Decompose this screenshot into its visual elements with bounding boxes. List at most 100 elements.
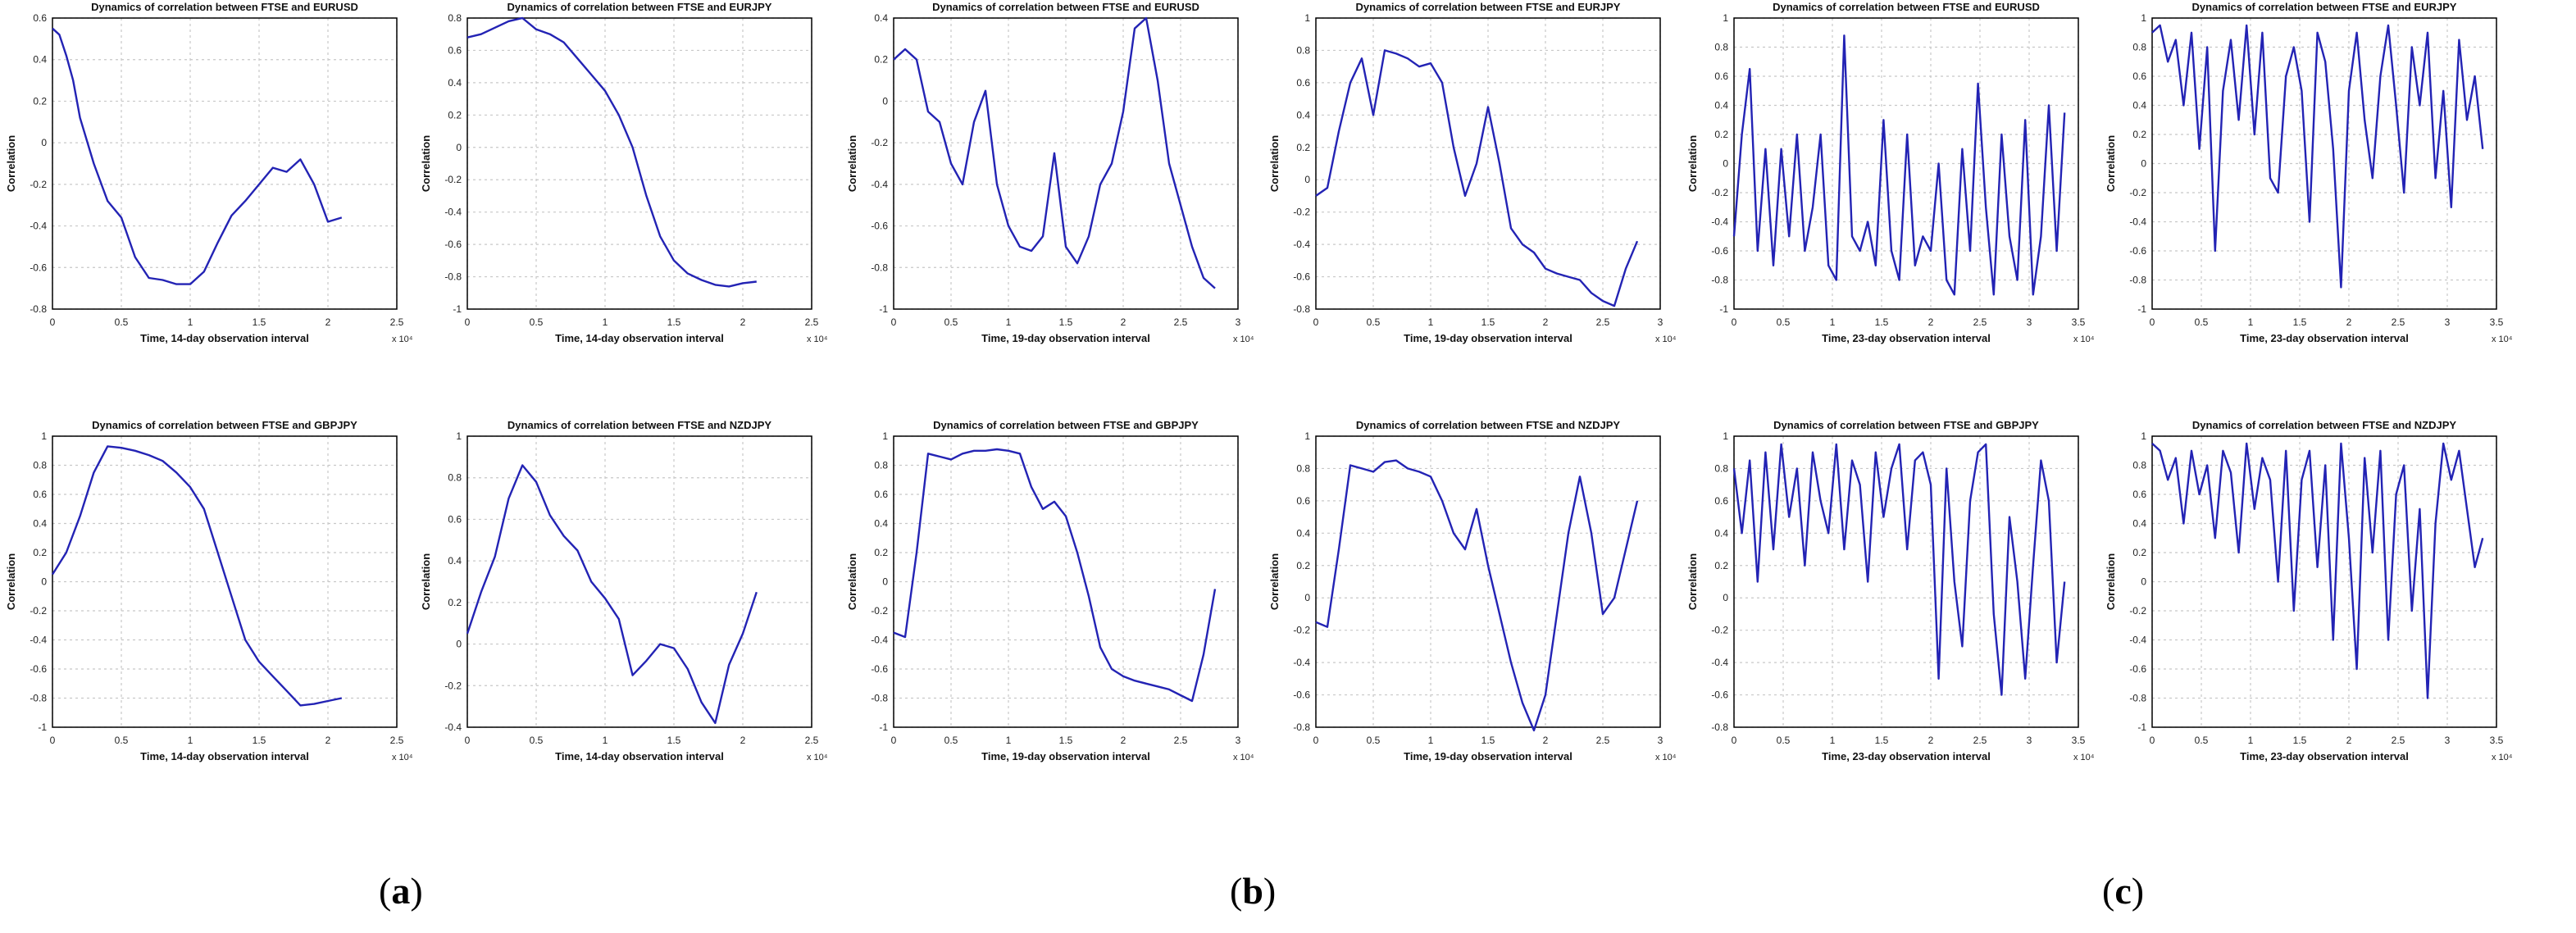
y-tick-label: -0.8 bbox=[30, 303, 47, 315]
x-tick-label: 2 bbox=[1928, 316, 1934, 328]
y-tick-label: 0.6 bbox=[1296, 495, 1310, 507]
y-tick-label: 0.2 bbox=[33, 95, 47, 107]
x-axis-label: Time, 19-day observation interval bbox=[981, 750, 1150, 762]
x-tick-label: 0 bbox=[1732, 316, 1737, 328]
chart-b-bottom-right: 0 0.5 1 1.5 2 2.5 3 -0.8 -0.6 -0.4 -0.2 0 0.2 0.4 0.6 0… bbox=[1268, 419, 1677, 762]
x-tick-label: 1.5 bbox=[1059, 316, 1073, 328]
x-tick-label: 2.5 bbox=[1973, 316, 1987, 328]
x-axis-multiplier: x 10⁴ bbox=[2073, 753, 2095, 762]
y-tick-label: 0.4 bbox=[1296, 109, 1310, 121]
x-axis-label: Time, 19-day observation interval bbox=[1404, 332, 1572, 344]
y-tick-label: 0 bbox=[41, 137, 47, 148]
x-axis-multiplier: x 10⁴ bbox=[392, 335, 413, 344]
x-tick-label: 3.5 bbox=[2072, 735, 2086, 746]
y-tick-label: 0.6 bbox=[2132, 489, 2146, 500]
x-tick-label: 2 bbox=[1121, 735, 1126, 746]
x-tick-label: 0 bbox=[50, 735, 56, 746]
x-tick-label: 0 bbox=[1732, 735, 1737, 746]
x-axis-label: Time, 23-day observation interval bbox=[1822, 332, 1991, 344]
y-tick-label: -0.2 bbox=[2129, 187, 2146, 198]
x-tick-label: 1 bbox=[188, 735, 193, 746]
y-tick-label: -0.6 bbox=[1711, 690, 1728, 701]
panel-label-c: (c) bbox=[2102, 870, 2145, 912]
y-tick-label: -0.4 bbox=[1711, 657, 1728, 668]
y-tick-label: -0.4 bbox=[444, 207, 462, 218]
plot-frame bbox=[893, 435, 1239, 728]
y-tick-label: -0.4 bbox=[871, 179, 888, 190]
y-tick-label: -0.2 bbox=[444, 680, 462, 691]
y-tick-label: 0.8 bbox=[2132, 42, 2146, 53]
plot-frame bbox=[1733, 435, 2079, 728]
correlation-series-line bbox=[51, 445, 343, 707]
chart-c-bottom-right: 0 0.5 1 1.5 2 2.5 3 3.5 -1 -0.8 -0.6 -0.4 -0.2 0 0.2 0.… bbox=[2105, 419, 2513, 762]
x-axis-label: Time, 14-day observation interval bbox=[140, 332, 309, 344]
y-axis-label: Correlation bbox=[846, 135, 858, 192]
x-tick-label: 2.5 bbox=[805, 316, 819, 328]
x-axis-label: Time, 19-day observation interval bbox=[1404, 750, 1572, 762]
x-tick-label: 0.5 bbox=[944, 316, 958, 328]
chart-b-top-left: 0 0.5 1 1.5 2 2.5 3 -1 -0.8 -0.6 -0.4 -0.2 0 0.2 0.4 Dy… bbox=[846, 1, 1254, 344]
correlation-series-line bbox=[2151, 442, 2484, 699]
plot-frame bbox=[467, 435, 812, 728]
x-tick-label: 3 bbox=[1658, 316, 1663, 328]
y-tick-label: -0.6 bbox=[871, 221, 888, 232]
x-axis-label: Time, 14-day observation interval bbox=[555, 332, 724, 344]
x-tick-label: 1.5 bbox=[667, 735, 681, 746]
correlation-series-line bbox=[466, 464, 758, 725]
y-tick-label: 0.6 bbox=[33, 12, 47, 24]
x-tick-label: 2 bbox=[1928, 735, 1934, 746]
correlation-series-line bbox=[1732, 443, 2066, 696]
x-tick-label: 2.5 bbox=[1174, 316, 1188, 328]
y-tick-label: -0.6 bbox=[30, 663, 47, 675]
plot-frame bbox=[1733, 17, 2079, 310]
x-axis-multiplier: x 10⁴ bbox=[2073, 335, 2095, 344]
x-tick-label: 3 bbox=[1236, 316, 1241, 328]
y-tick-label: 1 bbox=[1723, 12, 1728, 24]
x-tick-label: 0.5 bbox=[115, 316, 129, 328]
chart-title: Dynamics of correlation between FTSE and… bbox=[1356, 419, 1621, 431]
x-axis-multiplier: x 10⁴ bbox=[1233, 753, 1254, 762]
x-axis-multiplier: x 10⁴ bbox=[807, 753, 828, 762]
chart-b-bottom-left: 0 0.5 1 1.5 2 2.5 3 -1 -0.8 -0.6 -0.4 -0.2 0 0.2 0.4 0.… bbox=[846, 419, 1254, 762]
correlation-series-line bbox=[893, 16, 1216, 289]
y-tick-label: 0.2 bbox=[874, 54, 888, 66]
correlation-series-line bbox=[893, 448, 1217, 703]
panel-label-b: (b) bbox=[1230, 870, 1277, 912]
y-tick-label: 0.2 bbox=[448, 109, 462, 121]
y-axis-label: Correlation bbox=[1268, 553, 1281, 610]
y-tick-label: -0.4 bbox=[1293, 657, 1310, 668]
x-tick-label: 1 bbox=[1006, 316, 1012, 328]
y-tick-label: 0.6 bbox=[33, 489, 47, 500]
y-tick-label: 0.6 bbox=[874, 489, 888, 500]
x-axis-label: Time, 14-day observation interval bbox=[555, 750, 724, 762]
y-tick-label: 0.2 bbox=[33, 547, 47, 558]
y-tick-label: 0.2 bbox=[1714, 129, 1728, 140]
x-tick-label: 1 bbox=[603, 316, 608, 328]
plot-frame bbox=[52, 435, 398, 728]
y-tick-label: -0.4 bbox=[30, 635, 47, 646]
x-tick-label: 1.5 bbox=[667, 316, 681, 328]
x-axis-label: Time, 19-day observation interval bbox=[981, 332, 1150, 344]
y-tick-label: 0.2 bbox=[874, 547, 888, 558]
y-tick-label: 0.8 bbox=[1296, 44, 1310, 56]
x-tick-label: 0 bbox=[891, 316, 897, 328]
x-tick-label: 2 bbox=[2346, 316, 2352, 328]
y-tick-label: 0.4 bbox=[448, 77, 462, 89]
y-tick-label: 0.4 bbox=[1714, 527, 1728, 539]
chart-title: Dynamics of correlation between FTSE and… bbox=[1356, 1, 1621, 13]
x-tick-label: 1.5 bbox=[1875, 316, 1889, 328]
x-tick-label: 1 bbox=[188, 316, 193, 328]
plot-frame bbox=[1315, 17, 1661, 310]
y-tick-label: 0.6 bbox=[2132, 71, 2146, 82]
y-tick-label: -1 bbox=[1719, 303, 1728, 315]
x-tick-label: 1 bbox=[1428, 735, 1434, 746]
correlation-series-line bbox=[467, 16, 757, 288]
y-tick-label: -0.6 bbox=[444, 239, 462, 250]
x-tick-label: 0 bbox=[1313, 316, 1319, 328]
y-tick-label: 0.2 bbox=[448, 597, 462, 608]
y-axis-label: Correlation bbox=[420, 553, 432, 610]
y-tick-label: 0 bbox=[41, 576, 47, 588]
y-tick-label: 1 bbox=[2141, 430, 2146, 442]
y-tick-label: -0.2 bbox=[2129, 605, 2146, 617]
x-tick-label: 0.5 bbox=[1777, 735, 1791, 746]
